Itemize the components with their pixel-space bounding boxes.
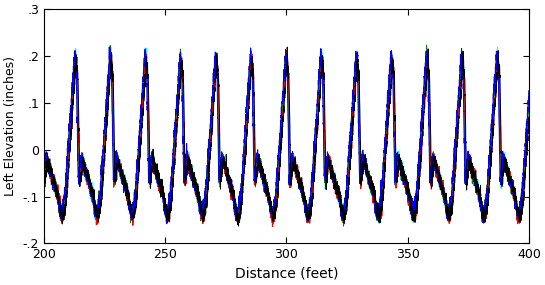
- Y-axis label: Left Elevation (inches): Left Elevation (inches): [4, 56, 17, 196]
- X-axis label: Distance (feet): Distance (feet): [235, 267, 338, 281]
